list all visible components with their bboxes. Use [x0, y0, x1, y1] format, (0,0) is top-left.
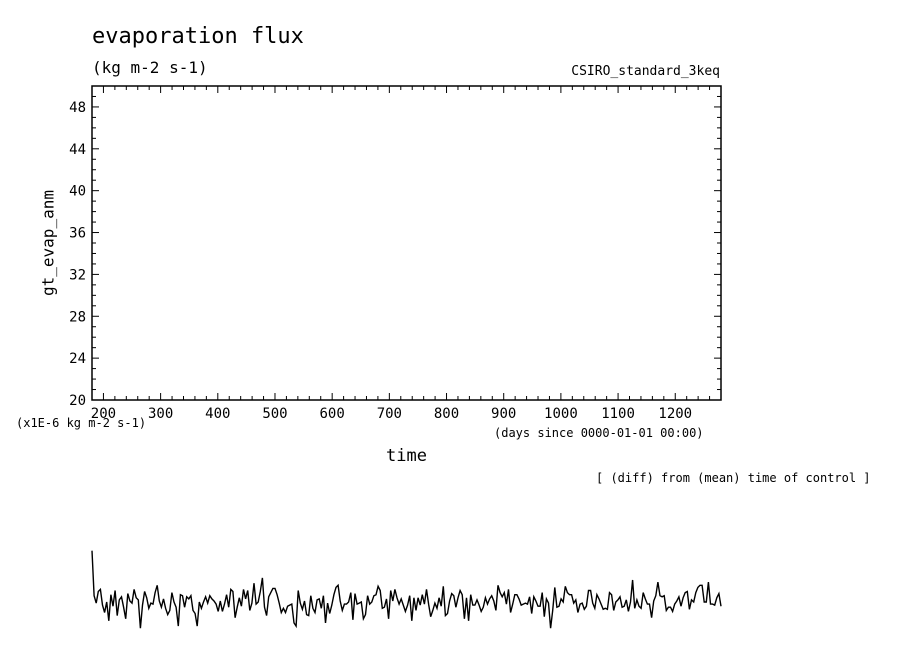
chart-title: evaporation flux	[92, 24, 304, 49]
x-axis-label: time	[386, 446, 427, 466]
y-tick-label: 40	[69, 184, 86, 200]
x-tick-label: 1200	[658, 406, 692, 422]
x-tick-label: 1000	[544, 406, 578, 422]
x-unit-label: (days since 0000-01-01 00:00)	[494, 426, 704, 440]
dataset-label: CSIRO_standard_3keq	[571, 64, 720, 79]
y-tick-label: 48	[69, 100, 86, 116]
x-tick-label: 300	[148, 406, 173, 422]
series-line	[91, 550, 722, 629]
x-tick-label: 200	[91, 406, 116, 422]
x-tick-label: 900	[491, 406, 516, 422]
y-tick-label: 24	[69, 351, 86, 367]
plot-frame	[91, 85, 722, 401]
x-tick-label: 1100	[601, 406, 635, 422]
y-tick-label: 28	[69, 309, 86, 325]
y-tick-label: 32	[69, 267, 86, 283]
y-axis-ticks: 20 24 28 32 36 40 44 48	[69, 85, 721, 409]
x-tick-label: 800	[434, 406, 459, 422]
x-tick-label: 700	[377, 406, 402, 422]
x-tick-label: 600	[320, 406, 345, 422]
y-scale-label: (x1E-6 kg m-2 s-1)	[16, 416, 147, 430]
y-tick-label: 36	[69, 226, 86, 242]
y-tick-label: 44	[69, 142, 86, 158]
y-tick-label: 20	[69, 393, 86, 409]
x-tick-label: 500	[262, 406, 287, 422]
diff-note: [ (diff) from (mean) time of control ]	[596, 471, 871, 485]
x-tick-label: 400	[205, 406, 230, 422]
chart-units: (kg m-2 s-1)	[92, 58, 208, 77]
x-axis-ticks: 200 300 400 500 600 700 800 900 1000 1100 1200	[91, 86, 722, 422]
